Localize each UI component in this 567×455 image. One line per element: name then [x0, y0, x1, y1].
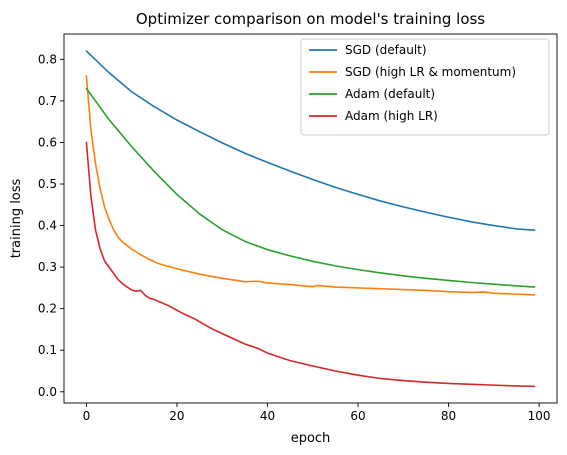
- x-tick-label: 20: [169, 409, 184, 423]
- series-layer: [85, 50, 536, 388]
- y-tick-label: 0.4: [38, 219, 57, 233]
- x-tick-label: 80: [441, 409, 456, 423]
- series-line-1: [85, 50, 536, 231]
- y-tick-label: 0.7: [38, 94, 57, 108]
- legend-label: SGD (high LR & momentum): [345, 65, 516, 79]
- y-tick-label: 0.2: [38, 302, 57, 316]
- y-axis-label: training loss: [9, 178, 24, 258]
- legend-label: SGD (default): [345, 43, 427, 57]
- chart-title: Optimizer comparison on model's training…: [136, 10, 485, 28]
- x-axis-label: epoch: [291, 431, 331, 446]
- y-tick-label: 0.5: [38, 177, 57, 191]
- legend: SGD (default) SGD (high LR & momentum) Ada…: [300, 38, 550, 136]
- plot-frame: [63, 33, 558, 404]
- y-tick-label: 0.1: [38, 343, 57, 357]
- series-line-3: [85, 87, 536, 288]
- x-tick-label: 40: [260, 409, 275, 423]
- x-tick-label: 0: [83, 409, 91, 423]
- y-tick-label: 0.0: [38, 385, 57, 399]
- x-tick-label: 60: [350, 409, 365, 423]
- legend-label: Adam (high LR): [345, 109, 438, 123]
- y-tick-label: 0.6: [38, 135, 57, 149]
- legend-label: Adam (default): [345, 87, 435, 101]
- y-tick-label: 0.3: [38, 260, 57, 274]
- x-tick-label: 100: [528, 409, 551, 423]
- y-tick-label: 0.8: [38, 52, 57, 66]
- axes-layer: 0 20 40 60 80 100 0.0 0.1 0.2 0.3 0.4 0.5 0.6 0.7 0.8: [38, 33, 558, 423]
- series-line-4: [85, 141, 536, 388]
- legend-box: [300, 38, 550, 136]
- series-line-2: [85, 75, 536, 296]
